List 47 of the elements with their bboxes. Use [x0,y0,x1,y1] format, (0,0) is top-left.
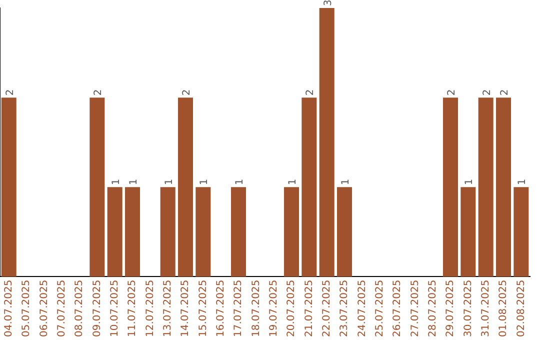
x-tick-label: 02.08.2025 [516,280,527,338]
x-tick-label: 29.07.2025 [445,280,456,338]
x-tick-label: 25.07.2025 [374,280,386,338]
x-tick-label: 30.07.2025 [462,280,474,338]
x-tick-label: 04.07.2025 [3,280,14,338]
data-label: 1 [164,178,175,186]
x-tick-label: 24.07.2025 [356,280,368,338]
x-tick-label: 22.07.2025 [321,280,332,338]
x-tick-label: 26.07.2025 [392,280,404,338]
data-label: 1 [340,178,352,186]
x-tick-label: 28.07.2025 [427,280,438,338]
data-label: 1 [464,178,476,186]
x-tick-label: 20.07.2025 [286,280,298,338]
data-label: 3 [322,0,334,6]
x-tick-label: 12.07.2025 [144,280,156,338]
x-tick-label: 08.07.2025 [74,280,86,338]
x-tick-label: 27.07.2025 [410,280,421,338]
data-label: 2 [93,89,104,96]
data-label: 1 [199,178,210,186]
x-tick-label: 23.07.2025 [339,280,350,338]
x-tick-label: 13.07.2025 [162,280,174,338]
data-label: 2 [182,89,192,96]
x-tick-label: 09.07.2025 [92,280,103,338]
x-tick-label: 11.07.2025 [127,280,138,338]
x-tick-label: 14.07.2025 [180,280,192,338]
x-tick-label: 17.07.2025 [233,280,244,338]
data-label: 1 [128,178,140,186]
data-label: 1 [288,178,298,186]
data-label: 1 [110,178,122,186]
x-tick-label: 18.07.2025 [250,280,262,338]
data-label: 2 [482,89,493,96]
x-tick-label: 21.07.2025 [304,280,315,338]
x-tick-label: 05.07.2025 [21,280,32,338]
data-label: 2 [4,89,16,96]
data-label: 2 [446,89,458,96]
x-tick-label: 10.07.2025 [109,280,120,338]
data-label: 2 [500,89,510,96]
x-tick-label: 15.07.2025 [198,280,209,338]
x-tick-label: 31.07.2025 [480,280,492,338]
x-tick-label: 16.07.2025 [215,280,226,338]
data-label: 1 [517,178,528,186]
data-label: 2 [305,89,316,96]
x-tick-label: 07.07.2025 [56,280,68,338]
x-tick-label: 06.07.2025 [38,280,50,338]
x-tick-label: 19.07.2025 [268,280,280,338]
x-tick-label: 01.08.2025 [498,280,510,338]
data-label: 1 [234,178,246,186]
